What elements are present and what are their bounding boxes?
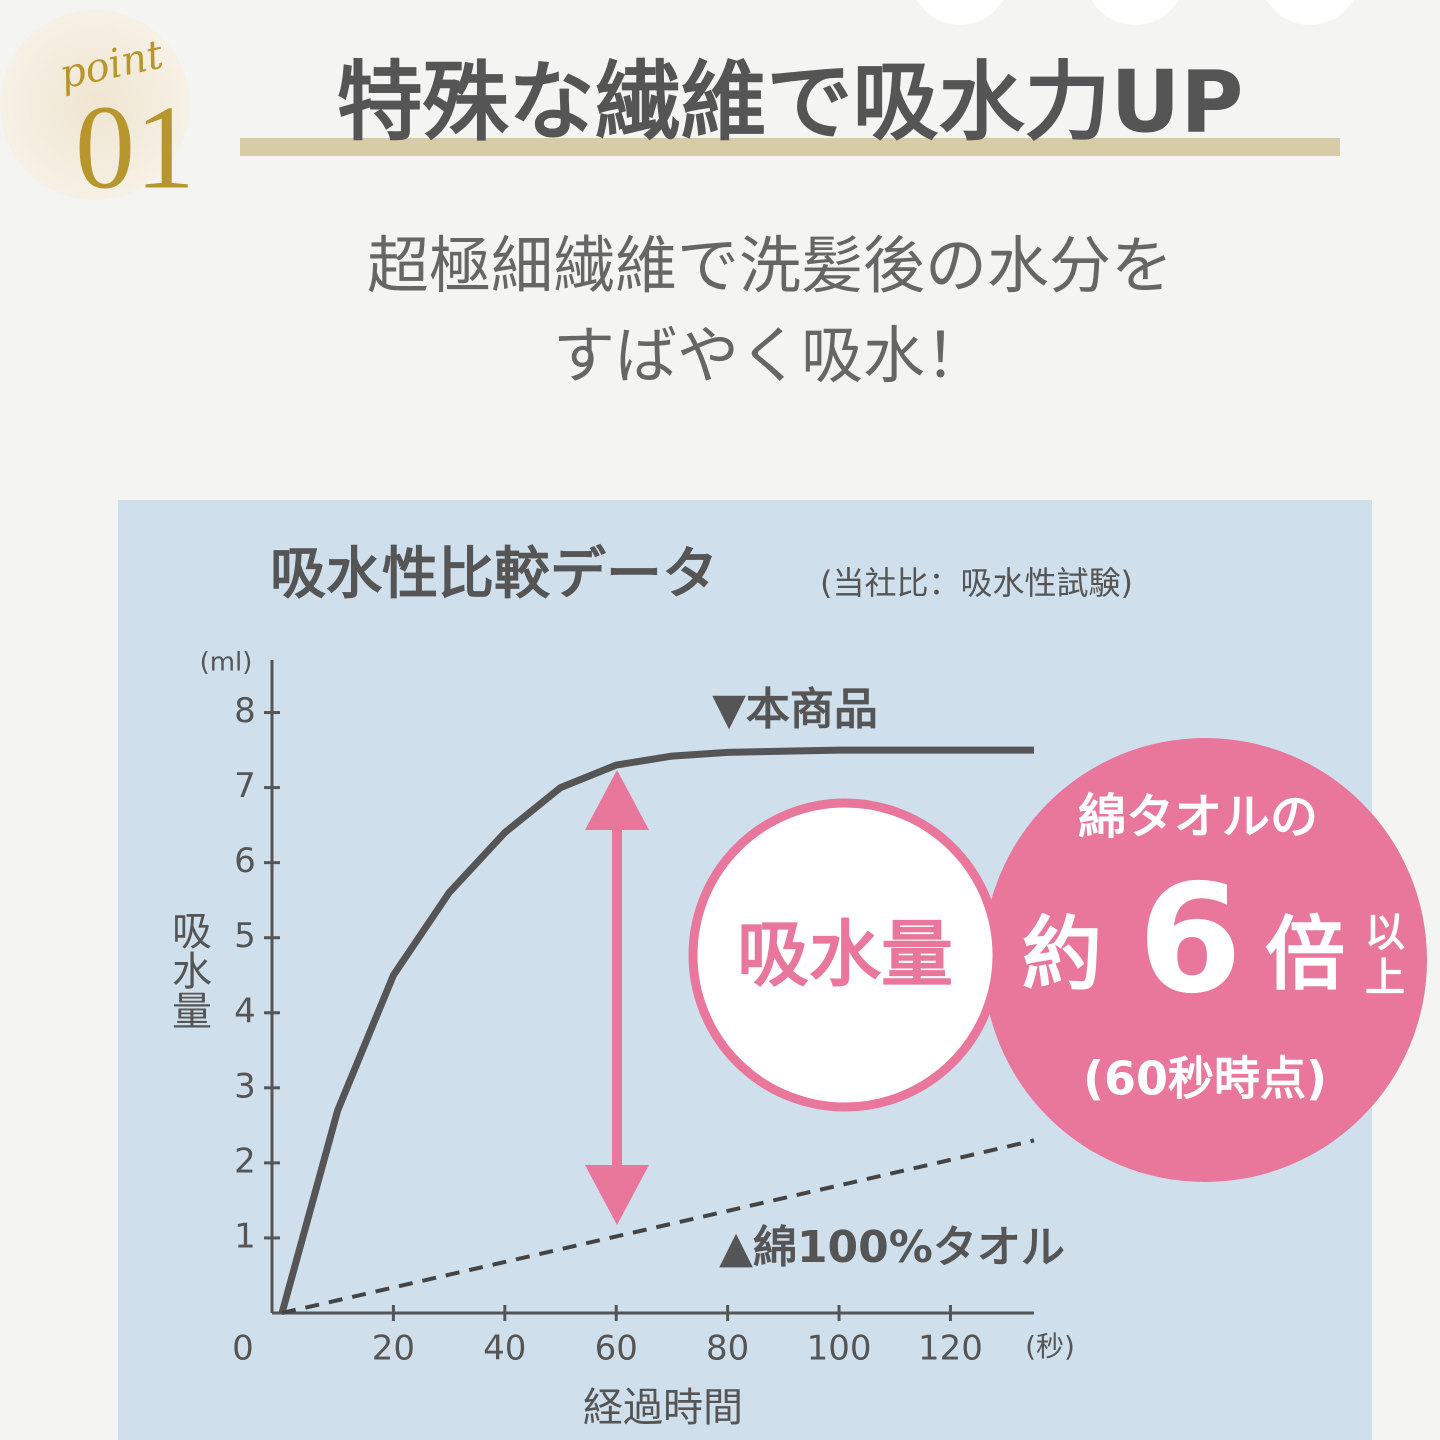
x-tick-label: 80 xyxy=(706,1329,749,1369)
y-tick-label: 1 xyxy=(234,1216,256,1256)
x-tick-label: 60 xyxy=(595,1329,638,1369)
badge-suffix: 倍 xyxy=(1265,908,1345,1001)
highlight-badge xyxy=(983,738,1427,1182)
circle-label: 吸水量 xyxy=(737,913,953,997)
y-tick-label: 4 xyxy=(234,991,256,1031)
badge-note: (60秒時点) xyxy=(1083,1052,1327,1106)
decor-circle xyxy=(916,0,1004,25)
arrow-head xyxy=(585,770,649,830)
series-line xyxy=(278,746,1034,1314)
title-underline xyxy=(240,138,1340,156)
description-line: すばやく吸水！ xyxy=(553,319,987,392)
decor-circle xyxy=(1091,0,1179,25)
y-axis-label: 吸水量 xyxy=(165,910,211,1030)
highlight-circle xyxy=(688,798,1002,1112)
x-tick-label: 0 xyxy=(232,1329,254,1369)
badge-number: 01 xyxy=(75,81,195,214)
x-unit: (秒) xyxy=(1025,1330,1075,1363)
badge-circle xyxy=(0,10,190,200)
x-tick-label: 20 xyxy=(372,1329,415,1369)
y-tick-label: 8 xyxy=(234,691,256,731)
y-tick-label: 2 xyxy=(234,1141,256,1181)
y-unit: (ml) xyxy=(200,648,253,678)
decor-circle xyxy=(1266,0,1354,25)
legend-label: ▼本商品 xyxy=(712,684,878,735)
badge-small: 上 xyxy=(1365,955,1405,1001)
chart-title: 吸水性比較データ xyxy=(270,542,718,607)
page-title: 特殊な繊維で吸水力UP xyxy=(337,52,1244,152)
annotation-group: 吸水量 綿タオルの 約 6 倍 以 上 (60秒時点) xyxy=(585,738,1427,1225)
x-tick-label: 100 xyxy=(807,1329,872,1369)
y-tick-label: 5 xyxy=(234,916,256,956)
x-tick-label: 40 xyxy=(483,1329,526,1369)
badge-prefix: 約 xyxy=(1022,908,1102,1001)
badge-line: 綿タオルの xyxy=(1078,789,1318,845)
y-tick-label: 7 xyxy=(234,766,256,806)
x-tick-label: 120 xyxy=(918,1329,983,1369)
y-tick-label: 3 xyxy=(234,1066,256,1106)
badge-small: 以 xyxy=(1365,910,1405,956)
series-line xyxy=(281,1138,1035,1315)
legend-label: ▲綿100%タオル xyxy=(719,1222,1065,1273)
y-tick-label: 6 xyxy=(234,841,256,881)
x-axis-label: 経過時間 xyxy=(583,1385,743,1431)
chart-subtitle: (当社比：吸水性試験) xyxy=(820,564,1133,602)
arrow-head xyxy=(585,1165,649,1225)
description-line: 超極細繊維で洗髪後の水分を xyxy=(367,229,1173,302)
badge-number: 6 xyxy=(1138,853,1242,1027)
